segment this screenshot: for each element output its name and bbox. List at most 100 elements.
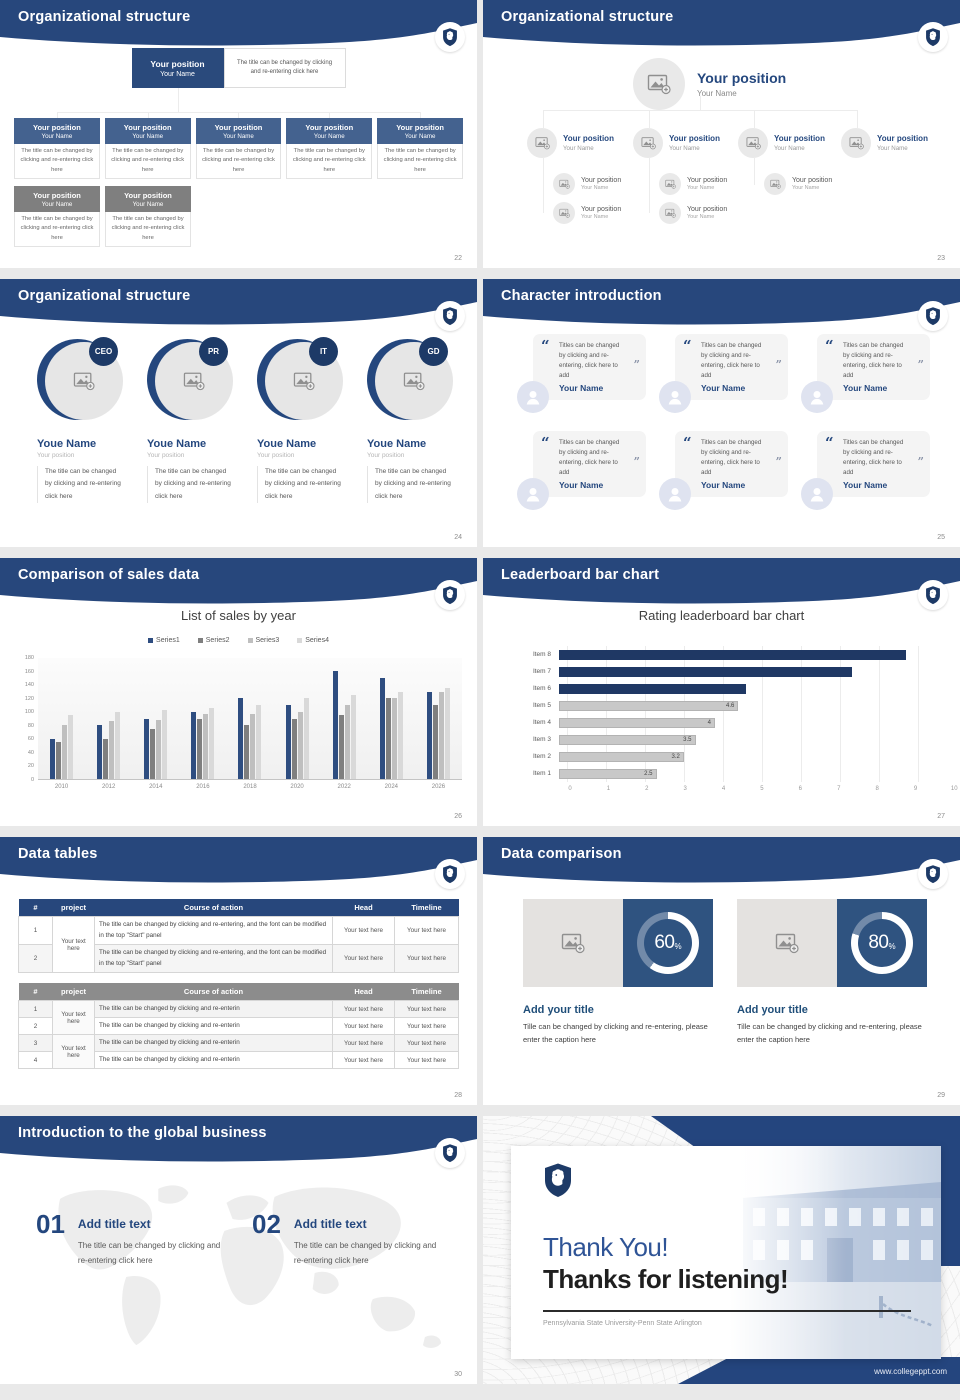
page-number: 23: [937, 255, 945, 262]
x-tick-label: 10: [950, 786, 958, 792]
percent-sign: %: [888, 942, 896, 951]
connector-line: [543, 110, 858, 111]
numbered-item-2: 02 Add title text The title can be chang…: [252, 1211, 444, 1268]
university-logo-icon: [435, 859, 465, 889]
child-position: Your position: [123, 122, 172, 132]
quote-text: Titles can be changed by clicking and re…: [701, 342, 762, 379]
chart-legend: Series1 Series2 Series3 Series4: [0, 637, 477, 644]
avatar-icon: [801, 478, 833, 510]
org-branch: Your position Your Name: [738, 128, 825, 158]
bar-series4-2020: [303, 698, 309, 779]
root-position: Your position: [150, 58, 205, 69]
photo-placeholder-icon: [764, 173, 786, 195]
quote-text: Titles can be changed by clicking and re…: [701, 439, 762, 476]
col-header: #: [18, 899, 53, 917]
item-label: Item 1: [532, 770, 551, 777]
page-number: 28: [454, 1092, 462, 1099]
divider-line: [543, 1310, 911, 1312]
row-number: 2: [18, 1017, 53, 1035]
bar-group: [368, 658, 415, 779]
university-logo-icon: [918, 22, 948, 52]
connector-line: [649, 110, 650, 128]
item-caption: The title can be changed by clicking and…: [77, 1241, 221, 1266]
org-child-box: Your position Your Name The title can be…: [14, 118, 100, 179]
branch-position: Your position: [669, 134, 720, 143]
university-logo-icon: [435, 301, 465, 331]
bar-series1-2024: [379, 678, 385, 779]
col-header: Head: [332, 983, 395, 1001]
university-logo-icon: [435, 1138, 465, 1168]
legend-swatch: [197, 638, 203, 643]
bar-series2-2012: [103, 738, 109, 779]
bar-item-7: [559, 666, 852, 677]
bar-group: [132, 658, 179, 779]
y-tick-label: 180: [24, 655, 34, 661]
child-name: Your Name: [313, 132, 345, 140]
bar-track: 3.2: [559, 751, 949, 762]
x-tick-label: 5: [760, 786, 764, 792]
avatar-icon: [659, 381, 691, 413]
org-child-box: Your position Your Name The title can be…: [377, 118, 463, 179]
member-photo: CEO: [37, 337, 124, 424]
child-position: Your position: [214, 122, 263, 132]
member-photo: PR: [147, 337, 234, 424]
item-caption: The title can be changed by clicking and…: [293, 1241, 437, 1266]
bar-item-6: [559, 683, 747, 694]
open-quote-icon: “: [825, 337, 834, 355]
col-header: Timeline: [394, 983, 459, 1001]
slide-title: Data tables: [18, 846, 98, 862]
org-child-header: Your position Your Name: [105, 186, 191, 212]
legend-item: Series2: [197, 637, 230, 644]
page-number: 25: [937, 534, 945, 541]
quote-card: “ Titles can be changed by clicking and …: [801, 334, 930, 413]
person-name: Your Name: [701, 480, 746, 490]
head-cell: Your text here: [332, 944, 395, 973]
slide-26-sales-comparison: Comparison of sales data List of sales b…: [0, 558, 477, 826]
child-name: Your Name: [41, 200, 73, 208]
bar-series3-2012: [109, 721, 115, 779]
slide-title: Data comparison: [501, 846, 622, 862]
bar-series2-2020: [291, 718, 297, 779]
bar-series1-2018: [238, 698, 244, 779]
person-name: Your Name: [559, 480, 604, 490]
person-name: Your Name: [843, 480, 888, 490]
comparison-panel: 60 % Add your title Tille can be changed…: [523, 899, 713, 1047]
col-header: Head: [332, 899, 395, 917]
open-quote-icon: “: [825, 434, 834, 452]
org-root-box: Your position Your Name: [131, 48, 224, 88]
org-child-header: Your position Your Name: [104, 118, 191, 144]
navy-corner-shape: [651, 1116, 960, 1150]
member-photo: IT: [257, 337, 344, 424]
child-name: Your Name: [132, 200, 164, 208]
photo-placeholder-icon: [659, 173, 681, 195]
bar-group: [179, 658, 226, 779]
root-name: Your Name: [697, 89, 737, 98]
sub-position: Your position: [687, 177, 728, 184]
sub-name: Your Name: [581, 214, 609, 220]
child-position: Your position: [33, 190, 81, 200]
university-logo-icon: [435, 22, 465, 52]
x-tick-label: 2: [645, 786, 649, 792]
bar-track: [559, 683, 949, 694]
org-sub-item: Your position Your Name: [553, 202, 621, 224]
donut-chart: 80 %: [851, 912, 913, 974]
bar-track: 4.6: [559, 700, 949, 711]
legend-swatch: [148, 638, 154, 643]
thanks-subtitle: Thanks for listening!: [543, 1264, 789, 1294]
panel-caption: Tille can be changed by clicking and re-…: [737, 1022, 922, 1044]
timeline-cell: Your text here: [394, 1000, 459, 1018]
role-badge: PR: [199, 337, 228, 366]
x-tick-label: 2022: [337, 784, 351, 790]
timeline-cell: Your text here: [394, 916, 459, 945]
data-table-gray: # project Course of action Head Timeline…: [18, 983, 459, 1069]
photo-placeholder-icon: [659, 202, 681, 224]
slide-header: Data tables: [0, 837, 477, 889]
open-quote-icon: “: [683, 434, 692, 452]
avatar-icon: [801, 381, 833, 413]
x-axis-labels: 0 1 2 3 4 5 6 7 8 9 10: [567, 786, 957, 792]
bar-series1-2022: [332, 671, 338, 779]
percent-value: 80: [868, 932, 889, 953]
bar-chart-plot: [38, 658, 462, 780]
bar-item-2: 3.2: [559, 751, 684, 762]
